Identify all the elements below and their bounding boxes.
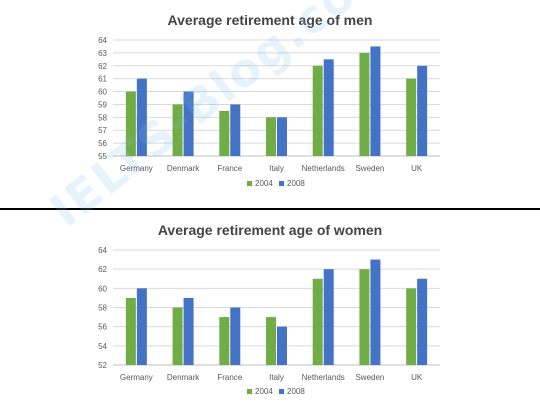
- legend-label-2004: 2004: [255, 387, 273, 396]
- x-tick-label: France: [217, 373, 242, 382]
- x-tick-label: Netherlands: [302, 164, 345, 173]
- bar-2008-germany: [136, 78, 147, 156]
- legend-swatch-2004: [247, 389, 252, 394]
- x-tick-label: Sweden: [355, 373, 384, 382]
- y-tick-label: 64: [98, 246, 107, 255]
- y-tick-label: 58: [98, 113, 107, 122]
- bar-2004-sweden: [359, 269, 370, 365]
- x-tick-label: France: [217, 164, 242, 173]
- chart-plot-area: 52 54 56 58 60 62 64 Germany Denmark France Italy N…: [98, 246, 440, 396]
- bar-2008-italy: [277, 117, 287, 156]
- y-tick-label: 55: [98, 152, 107, 161]
- y-tick-label: 56: [98, 323, 107, 332]
- y-tick-label: 64: [98, 36, 107, 45]
- x-tick-label: Denmark: [167, 373, 200, 382]
- y-tick-label: 57: [98, 126, 107, 135]
- x-tick-label: Netherlands: [302, 373, 345, 382]
- bar-2004-france: [219, 110, 230, 156]
- bar-2008-uk: [417, 278, 428, 365]
- x-tick-label: Denmark: [167, 164, 200, 173]
- bar-2008-germany: [136, 288, 147, 365]
- y-tick-label: 60: [98, 284, 107, 293]
- legend-label-2008: 2008: [287, 179, 305, 188]
- y-tick-label: 54: [98, 342, 107, 351]
- bar-2008-sweden: [370, 46, 381, 156]
- chart-men-retirement: Average retirement age of men 55 56 57 58 59…: [0, 0, 540, 200]
- bar-2004-france: [219, 317, 230, 365]
- legend-swatch-2008: [279, 181, 284, 186]
- y-tick-label: 63: [98, 49, 107, 58]
- x-tick-label: Sweden: [355, 164, 384, 173]
- bar-2004-germany: [125, 297, 136, 365]
- x-tick-label: Italy: [269, 373, 284, 382]
- bar-2004-italy: [266, 117, 276, 156]
- chart-title: Average retirement age of men: [167, 12, 373, 28]
- divider: [0, 208, 540, 210]
- x-tick-label: Italy: [269, 164, 284, 173]
- x-tick-label: Germany: [120, 373, 153, 382]
- bar-2008-denmark: [183, 297, 194, 365]
- bar-2008-france: [230, 307, 241, 365]
- x-tick-label: UK: [411, 164, 423, 173]
- x-tick-label: UK: [411, 373, 423, 382]
- x-tick-label: Germany: [120, 164, 153, 173]
- legend-label-2004: 2004: [255, 179, 273, 188]
- chart-title: Average retirement age of women: [157, 222, 383, 238]
- bar-2004-denmark: [172, 307, 183, 365]
- chart-plot-area: 55 56 57 58 59 60 61 62 63 64 Germany Denmark France…: [98, 36, 440, 188]
- y-tick-label: 62: [98, 265, 107, 274]
- bar-2004-germany: [125, 91, 136, 156]
- bar-2008-france: [230, 104, 241, 156]
- legend-swatch-2004: [247, 181, 252, 186]
- bar-2004-uk: [406, 288, 417, 365]
- y-tick-label: 62: [98, 62, 107, 71]
- bar-2004-sweden: [359, 52, 370, 157]
- bar-2008-uk: [417, 65, 428, 156]
- y-tick-label: 56: [98, 139, 107, 148]
- y-tick-label: 61: [98, 75, 107, 84]
- legend-swatch-2008: [279, 389, 284, 394]
- bar-2008-sweden: [370, 259, 381, 365]
- bar-2008-netherlands: [323, 59, 334, 157]
- y-tick-label: 52: [98, 361, 107, 370]
- bar-2004-denmark: [172, 104, 183, 156]
- bar-2004-netherlands: [312, 65, 323, 156]
- y-tick-label: 58: [98, 304, 107, 313]
- chart-women-retirement: Average retirement age of women 52 54 56 58…: [0, 214, 540, 405]
- bar-2008-netherlands: [323, 269, 334, 365]
- bar-2004-uk: [406, 78, 417, 156]
- bar-2004-netherlands: [312, 278, 323, 365]
- y-tick-label: 59: [98, 100, 107, 109]
- bar-2008-denmark: [183, 91, 194, 156]
- y-tick-label: 60: [98, 88, 107, 97]
- bar-2004-italy: [266, 317, 276, 365]
- bar-2008-italy: [277, 326, 287, 365]
- legend-label-2008: 2008: [287, 387, 305, 396]
